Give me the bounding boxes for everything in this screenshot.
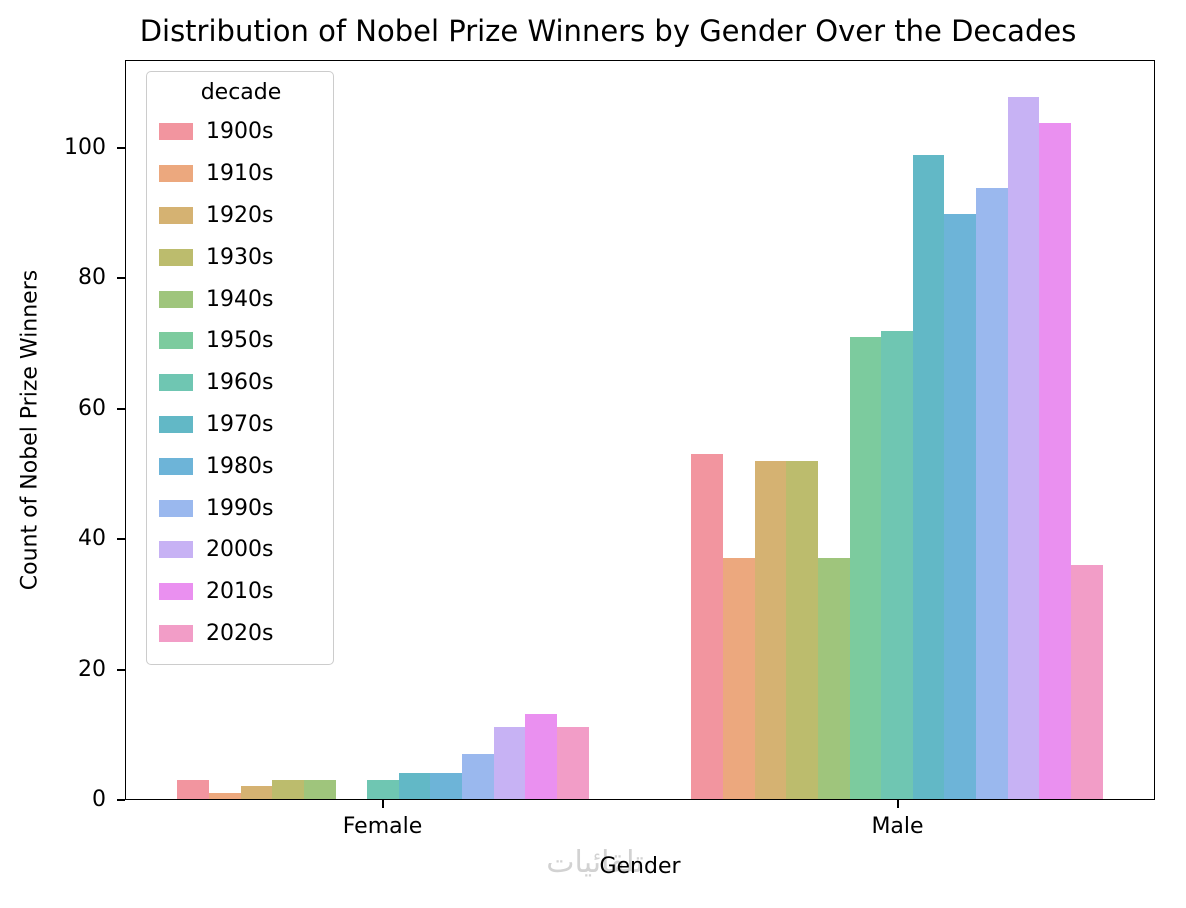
legend-label: 1940s [206,286,274,312]
y-tick-mark [117,147,125,150]
y-tick-mark [117,407,125,410]
legend: decade 1900s 1910s 1920s 1930s 1940s 1950s 196… [146,71,334,666]
legend-label: 1920s [206,202,274,228]
legend-label: 2000s [206,537,274,563]
legend-swatch-2010s [159,583,193,601]
legend-item-1920s: 1920s [159,195,323,237]
bar-female-1990s [462,753,494,799]
legend-label: 1960s [206,370,274,396]
y-tick-label-20: 20 [78,656,106,682]
bar-male-1960s [881,330,913,799]
y-axis: 0 20 40 60 80 100 [0,60,125,811]
bar-female-1920s [240,786,273,799]
legend-item-2010s: 2010s [159,571,323,613]
legend-swatch-1910s [159,165,193,183]
x-tick-mark [896,800,899,808]
bar-male-1940s [817,558,850,799]
bar-male-1920s [754,460,787,799]
bar-group-male [691,61,1103,799]
legend-swatch-1990s [159,499,193,517]
bar-male-1950s [849,337,882,799]
bar-group-female [177,61,589,799]
y-tick-label-0: 0 [92,787,106,812]
legend-label: 1900s [206,119,274,145]
x-tick-mark [381,800,384,808]
legend-item-1930s: 1930s [159,236,323,278]
legend-swatch-2000s [159,541,193,559]
legend-swatch-1950s [159,332,193,350]
bar-male-1970s [912,155,945,799]
legend-item-1980s: 1980s [159,445,323,487]
y-tick-mark [117,277,125,280]
legend-item-2020s: 2020s [159,613,323,655]
bar-male-1990s [976,187,1008,799]
bar-female-2010s [525,714,557,799]
legend-label: 1950s [206,328,274,354]
bar-female-1970s [398,773,431,799]
legend-item-1910s: 1910s [159,153,323,195]
legend-item-1900s: 1900s [159,111,323,153]
legend-item-1950s: 1950s [159,320,323,362]
bar-female-2000s [493,727,526,799]
y-tick-label-40: 40 [78,526,106,552]
legend-swatch-1920s [159,206,193,224]
y-tick-label-60: 60 [78,395,106,421]
legend-item-1990s: 1990s [159,487,323,529]
bar-female-1910s [209,792,241,799]
y-tick-mark [117,538,125,541]
bar-male-1900s [691,454,724,799]
bar-male-1910s [723,558,755,799]
bar-male-1980s [944,213,977,799]
legend-item-2000s: 2000s [159,529,323,571]
legend-label: 2020s [206,620,274,646]
bar-female-1960s [367,779,399,799]
legend-label: 1930s [206,244,274,270]
legend-item-1940s: 1940s [159,278,323,320]
y-tick-mark [117,668,125,671]
bar-male-2000s [1007,96,1040,799]
bar-female-1980s [430,773,463,799]
legend-label: 1990s [206,495,274,521]
y-tick-label-80: 80 [78,265,106,291]
watermark-text: تلقائيات [546,845,644,880]
y-tick-label-100: 100 [64,135,106,161]
x-tick-label-female: Female [342,814,423,839]
legend-label: 1970s [206,411,274,437]
legend-swatch-1980s [159,457,193,475]
legend-swatch-1940s [159,290,193,308]
plot-area: decade 1900s 1910s 1920s 1930s 1940s 1950s 196… [125,60,1155,800]
legend-title: decade [200,80,282,105]
legend-swatch-1970s [159,415,193,433]
bar-female-1900s [177,779,210,799]
bar-male-2020s [1070,564,1103,799]
legend-swatch-2020s [159,624,193,642]
legend-item-1970s: 1970s [159,404,323,446]
legend-swatch-1930s [159,248,193,266]
x-axis: Female Male [125,800,1155,855]
legend-swatch-1900s [159,123,193,141]
y-axis-label: Count of Nobel Prize Winners [17,269,43,591]
bar-female-1930s [272,779,304,799]
legend-swatch-1960s [159,374,193,392]
bar-female-2020s [556,727,589,799]
bar-female-1940s [303,779,336,799]
x-axis-label: Gender [599,854,681,879]
bar-male-2010s [1039,122,1071,799]
legend-item-1960s: 1960s [159,362,323,404]
legend-items: 1900s 1910s 1920s 1930s 1940s 1950s 1960s 1970s… [159,111,323,654]
chart-title: Distribution of Nobel Prize Winners by G… [139,14,1077,48]
legend-label: 1980s [206,453,274,479]
y-tick-mark [117,799,125,801]
legend-label: 2010s [206,579,274,605]
x-tick-label-male: Male [871,814,924,839]
bar-male-1930s [786,460,818,799]
legend-label: 1910s [206,161,274,187]
